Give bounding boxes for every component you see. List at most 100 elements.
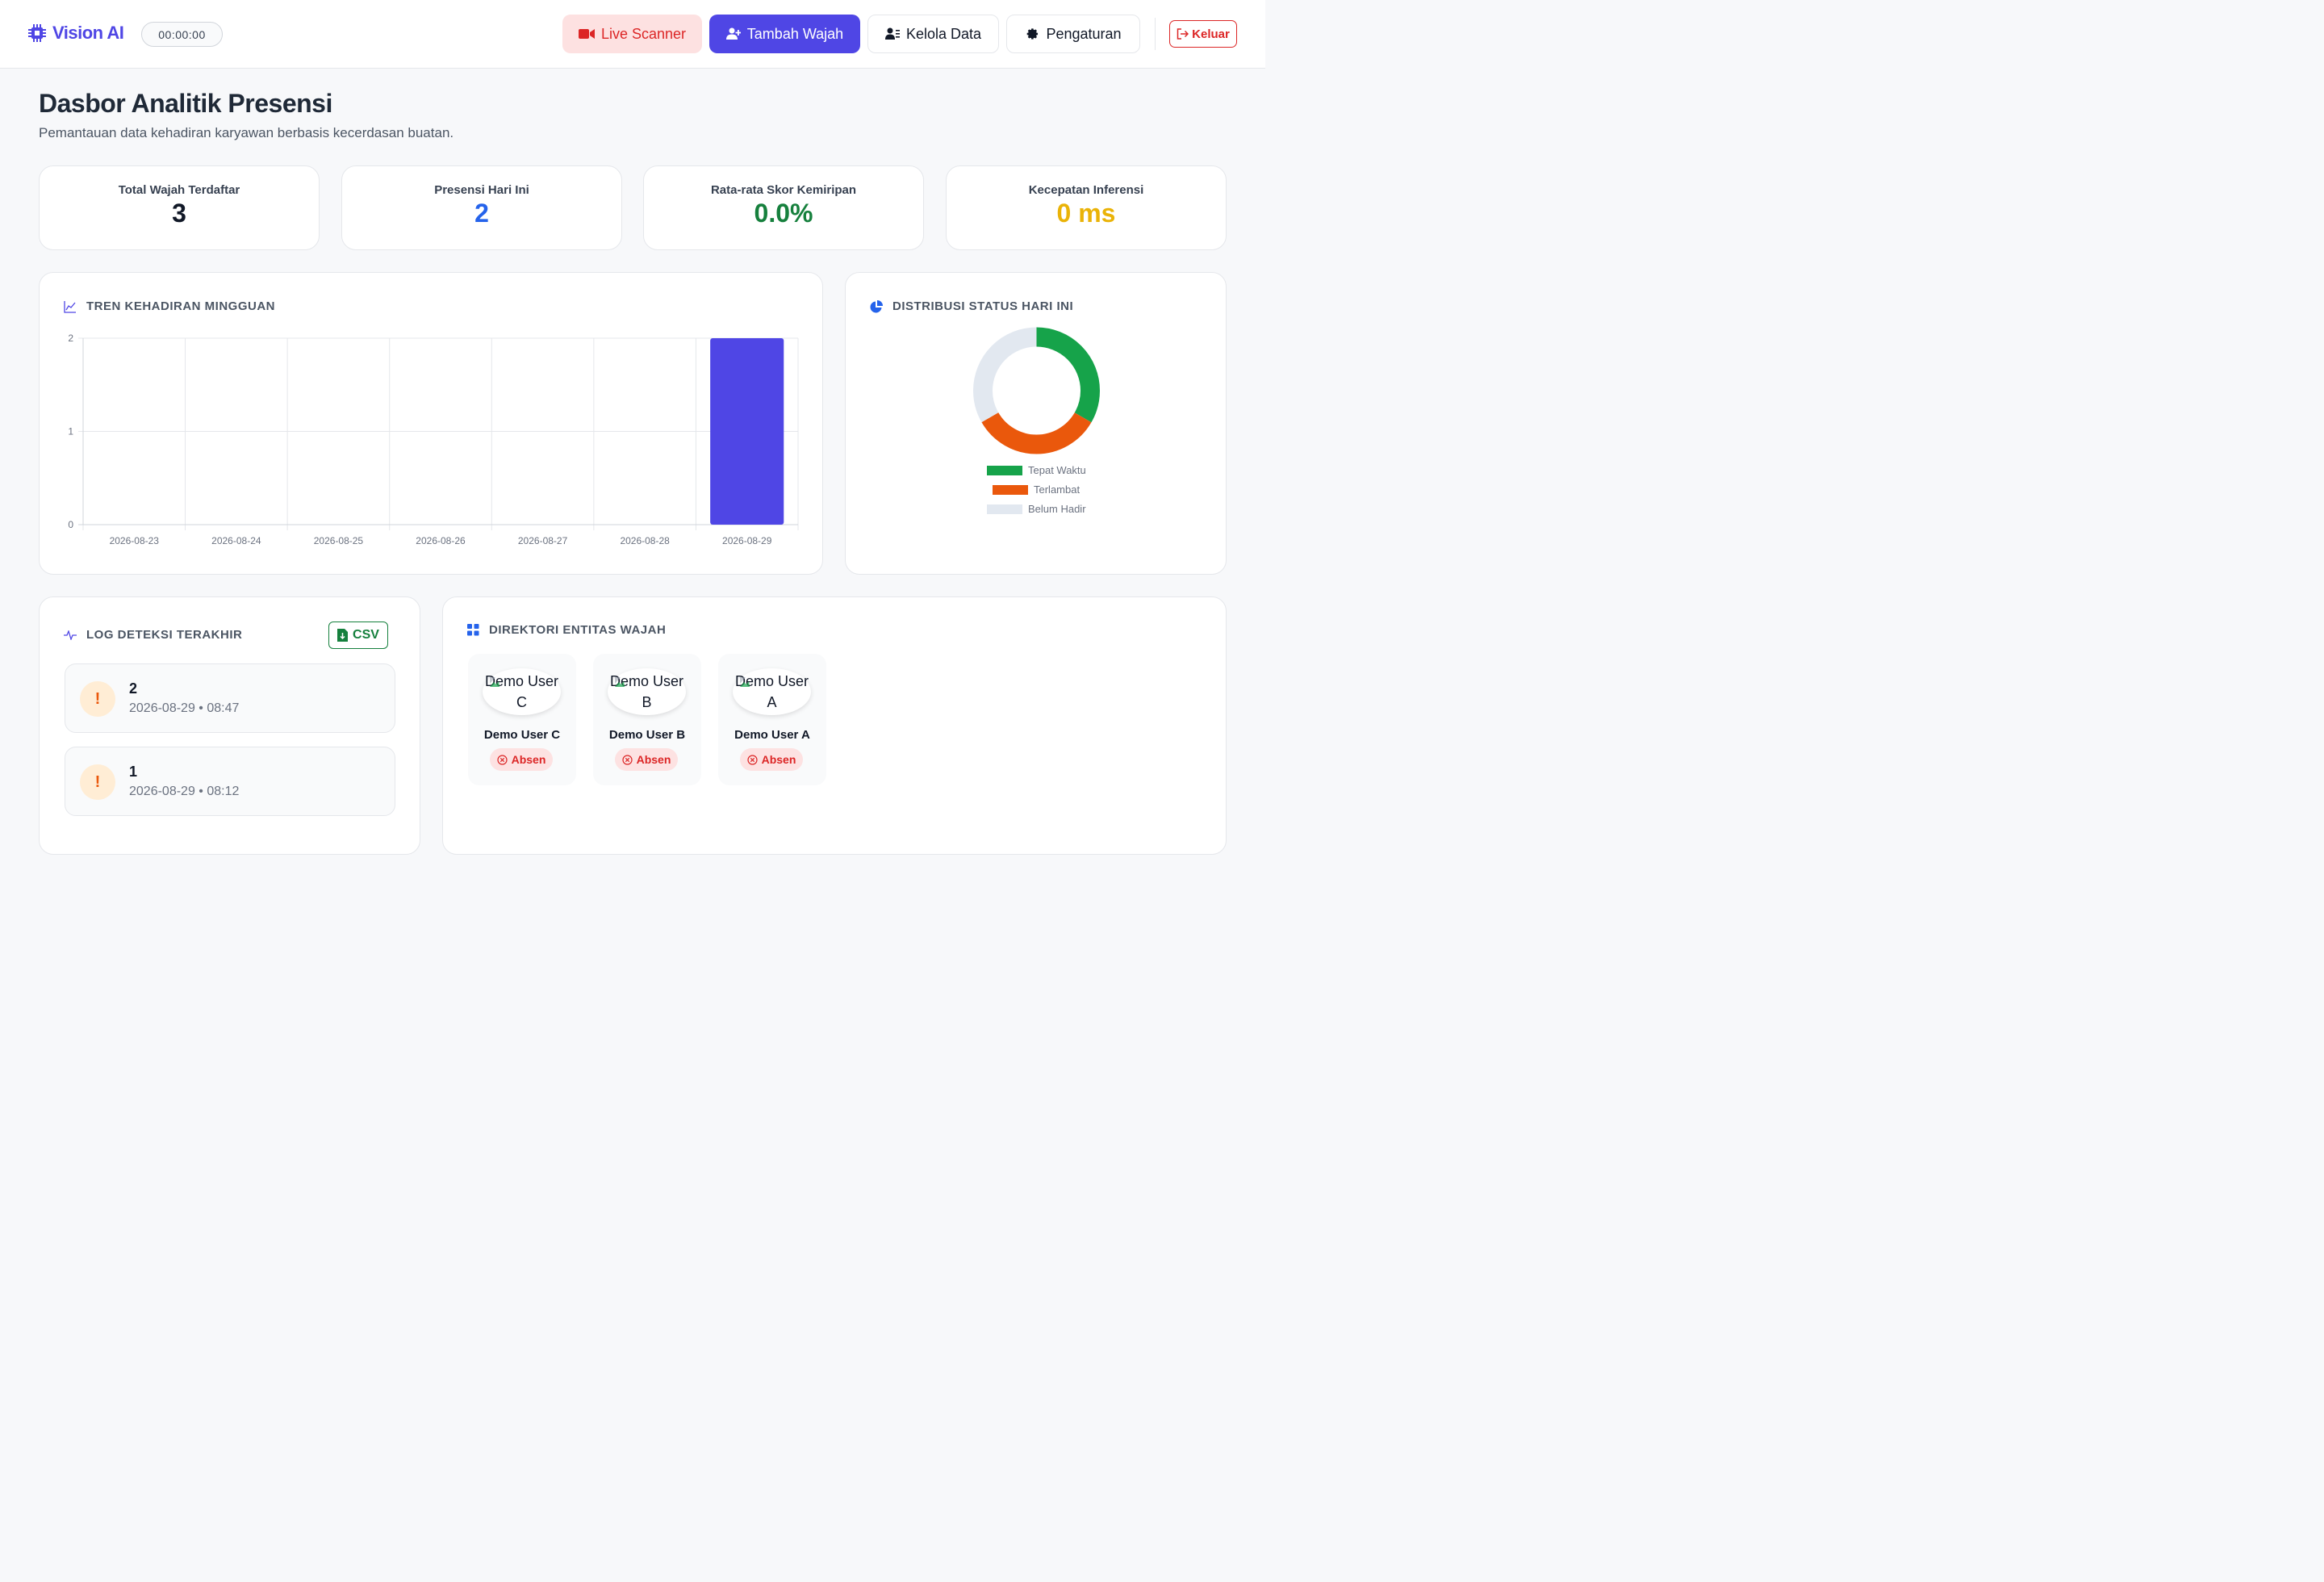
legend-item-tepat-waktu[interactable]: Tepat Waktu [987, 464, 1086, 476]
face-avatar-alt: Demo User A [734, 673, 809, 710]
stat-label: Presensi Hari Ini [434, 183, 529, 197]
x-tick-label: 2026-08-28 [620, 535, 670, 546]
export-csv-button[interactable]: CSV [328, 622, 388, 649]
y-tick-label: 1 [68, 426, 73, 437]
live-scanner-button[interactable]: Live Scanner [562, 15, 702, 53]
face-card[interactable]: Demo User C Demo User C Absen [468, 654, 576, 785]
weekly-trend-title-text: TREN KEHADIRAN MINGGUAN [86, 299, 275, 313]
face-card[interactable]: Demo User B Demo User B Absen [593, 654, 701, 785]
status-distribution-card: DISTRIBUSI STATUS HARI INI Tepat Waktu T… [845, 272, 1227, 575]
x-tick-label: 2026-08-23 [110, 535, 160, 546]
detection-log-title-text: LOG DETEKSI TERAKHIR [86, 628, 243, 642]
add-face-label: Tambah Wajah [746, 25, 844, 42]
add-face-button[interactable]: Tambah Wajah [709, 15, 860, 53]
face-card[interactable]: Demo User A Demo User A Absen [718, 654, 826, 785]
page-title: Dasbor Analitik Presensi [39, 89, 332, 118]
warning-icon: ! [80, 764, 115, 800]
legend-item-belum-hadir[interactable]: Belum Hadir [987, 503, 1086, 515]
app-name: Vision AI [52, 23, 124, 43]
user-plus-icon [725, 27, 741, 40]
log-item-time: 2026-08-29 • 08:47 [129, 701, 240, 715]
stat-value: 0 ms [1056, 199, 1116, 228]
gear-icon [1027, 28, 1039, 40]
face-name: Demo User A [734, 728, 810, 742]
face-name: Demo User C [483, 728, 561, 742]
donut-slice-belum-hadir[interactable] [973, 327, 1100, 454]
logout-button[interactable]: Keluar [1169, 20, 1237, 48]
weekly-trend-card: TREN KEHADIRAN MINGGUAN 0 1 2 2026-08-23 202… [39, 272, 823, 575]
weekly-trend-bar-chart: 0 1 2 2026-08-23 2026-08-24 2026-08-25 2026-08… [68, 333, 799, 546]
donut-slice-terlambat[interactable] [973, 327, 1100, 454]
log-item-name: 1 [129, 764, 138, 780]
face-name: Demo User B [608, 728, 686, 742]
export-csv-label: CSV [353, 628, 379, 642]
face-avatar-image: Demo User C [483, 668, 561, 715]
stat-label: Total Wajah Terdaftar [118, 183, 240, 197]
legend-swatch [987, 504, 1022, 514]
x-tick-label: 2026-08-25 [314, 535, 364, 546]
face-avatar-alt: Demo User B [609, 673, 684, 710]
status-badge-label: Absen [511, 753, 546, 766]
video-camera-icon [578, 29, 595, 39]
x-tick-label: 2026-08-27 [518, 535, 568, 546]
broken-image-icon [740, 677, 750, 687]
log-item-name: 2 [129, 680, 138, 697]
stat-value: 2 [474, 199, 489, 228]
stat-card-total-faces: Total Wajah Terdaftar 3 [39, 165, 320, 250]
x-circle-icon [621, 754, 633, 765]
legend-item-terlambat[interactable]: Terlambat [993, 483, 1080, 496]
stat-card-inference-speed: Kecepatan Inferensi 0 ms [946, 165, 1227, 250]
face-avatar-image: Demo User B [608, 668, 686, 715]
app-logo[interactable]: Vision AI [27, 23, 124, 44]
broken-image-icon [615, 677, 625, 687]
stat-value: 0.0% [754, 199, 813, 228]
detection-log-title: LOG DETEKSI TERAKHIR [64, 628, 242, 642]
manage-data-label: Kelola Data [905, 25, 982, 42]
status-distribution-title: DISTRIBUSI STATUS HARI INI [870, 299, 1073, 313]
x-circle-icon [496, 754, 508, 765]
logout-label: Keluar [1192, 27, 1230, 41]
bar-2026-08-29[interactable] [710, 338, 784, 525]
y-tick-label: 0 [68, 519, 73, 530]
activity-icon [64, 630, 77, 640]
status-badge: Absen [740, 748, 803, 771]
stat-label: Rata-rata Skor Kemiripan [710, 183, 857, 197]
status-donut-chart [973, 327, 1100, 454]
detection-log-card: LOG DETEKSI TERAKHIR CSV ! 2 2026-08-29 … [39, 596, 420, 855]
header-divider [1155, 18, 1156, 50]
stat-label: Kecepatan Inferensi [1028, 183, 1144, 197]
face-directory-card: DIREKTORI ENTITAS WAJAH Demo User C Demo… [442, 596, 1227, 855]
warning-icon: ! [80, 681, 115, 717]
status-badge-label: Absen [761, 753, 796, 766]
settings-label: Pengaturan [1046, 25, 1122, 42]
legend-swatch [987, 465, 1022, 475]
broken-image-icon [490, 677, 499, 687]
line-chart-icon [64, 300, 76, 313]
face-directory-title: DIREKTORI ENTITAS WAJAH [467, 623, 666, 637]
x-circle-icon [746, 754, 758, 765]
grid-icon [467, 624, 479, 636]
clock-timer: 00:00:00 [141, 22, 223, 47]
log-item-time: 2026-08-29 • 08:12 [129, 785, 240, 798]
logout-icon [1177, 28, 1189, 40]
face-directory-title-text: DIREKTORI ENTITAS WAJAH [489, 623, 667, 637]
manage-data-button[interactable]: Kelola Data [867, 15, 999, 53]
x-tick-label: 2026-08-29 [722, 535, 772, 546]
chip-icon [28, 24, 46, 42]
stat-card-attendance-today: Presensi Hari Ini 2 [341, 165, 622, 250]
face-avatar-alt: Demo User C [484, 673, 559, 710]
top-navbar: Vision AI 00:00:00 Live Scanner Tambah W… [0, 0, 1265, 69]
status-badge: Absen [615, 748, 678, 771]
y-tick-label: 2 [68, 333, 73, 344]
legend-label: Tepat Waktu [1028, 464, 1086, 476]
log-item[interactable]: ! 1 2026-08-29 • 08:12 [65, 747, 395, 816]
status-badge: Absen [490, 748, 553, 771]
page-subtitle: Pemantauan data kehadiran karyawan berba… [39, 125, 454, 140]
live-scanner-label: Live Scanner [600, 25, 687, 42]
file-download-icon [337, 629, 349, 642]
settings-button[interactable]: Pengaturan [1006, 15, 1140, 53]
x-tick-label: 2026-08-26 [416, 535, 466, 546]
log-item[interactable]: ! 2 2026-08-29 • 08:47 [65, 663, 395, 733]
face-avatar-image: Demo User A [733, 668, 811, 715]
stat-card-similarity-score: Rata-rata Skor Kemiripan 0.0% [643, 165, 924, 250]
